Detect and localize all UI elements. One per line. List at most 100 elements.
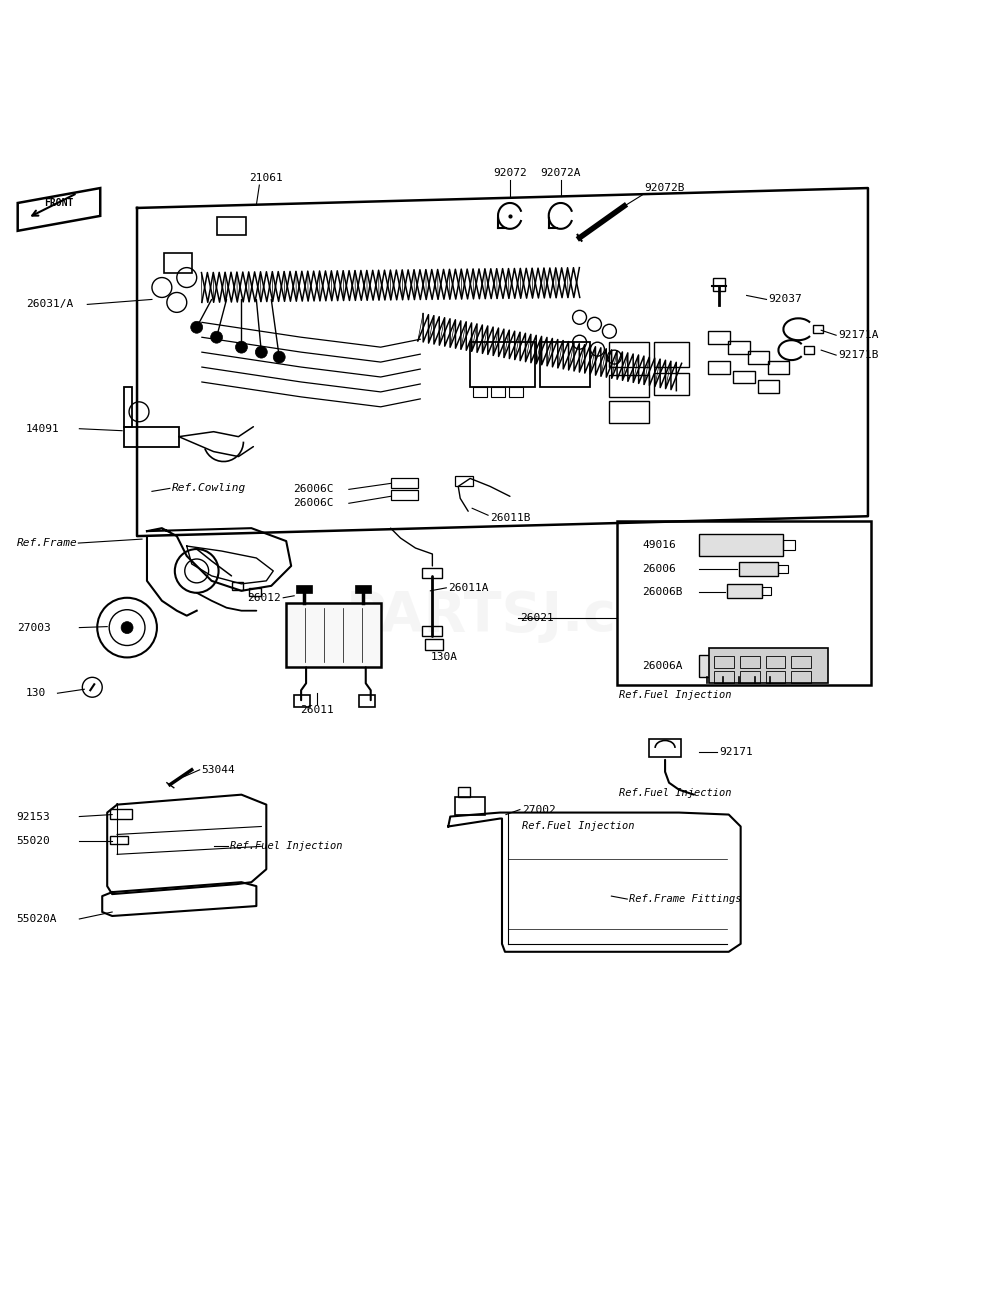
Bar (727, 584, 762, 598)
Circle shape (211, 332, 223, 343)
Bar (713, 278, 725, 292)
Text: 55020: 55020 (17, 837, 50, 847)
Bar (791, 671, 811, 683)
Bar (232, 582, 243, 590)
Bar (359, 696, 375, 707)
Bar (422, 568, 442, 578)
Bar (110, 837, 128, 844)
Bar (391, 479, 418, 488)
Text: 27002: 27002 (522, 804, 556, 815)
Circle shape (235, 341, 247, 354)
Text: 26006A: 26006A (642, 661, 683, 671)
Bar (294, 696, 310, 707)
Text: 49016: 49016 (642, 540, 676, 550)
Circle shape (121, 622, 133, 634)
Text: 27003: 27003 (17, 622, 50, 633)
Text: Ref.Fuel Injection: Ref.Fuel Injection (522, 821, 634, 831)
Bar (124, 427, 179, 447)
Polygon shape (18, 188, 100, 231)
Bar (699, 656, 793, 678)
Circle shape (255, 346, 267, 358)
Bar (609, 342, 649, 367)
Bar (791, 656, 811, 669)
Bar (124, 387, 132, 427)
Text: 92171: 92171 (719, 747, 753, 757)
Bar (458, 786, 470, 797)
Bar (778, 565, 788, 573)
Text: 26006: 26006 (642, 564, 676, 574)
Text: Ref.Fuel Injection: Ref.Fuel Injection (230, 842, 342, 851)
Bar (509, 387, 523, 396)
Bar (766, 656, 785, 669)
Bar (733, 371, 755, 383)
Bar (768, 360, 789, 373)
Bar (709, 648, 828, 683)
Text: 53044: 53044 (202, 764, 235, 775)
Text: 26021: 26021 (520, 613, 554, 622)
Bar (470, 342, 535, 387)
Bar (164, 253, 192, 272)
Text: FRONT: FRONT (44, 198, 73, 208)
Bar (714, 671, 734, 683)
Text: 21061: 21061 (249, 173, 283, 183)
Text: 92072: 92072 (493, 168, 527, 178)
Text: Ref.Cowling: Ref.Cowling (172, 483, 246, 493)
Text: 26011B: 26011B (490, 514, 531, 523)
Text: 92171A: 92171A (838, 330, 879, 341)
Bar (654, 373, 689, 395)
Bar (649, 738, 681, 757)
Text: 92171B: 92171B (838, 350, 879, 360)
Text: Ref.Fuel Injection: Ref.Fuel Injection (619, 788, 732, 798)
Bar (766, 671, 785, 683)
Text: 26006B: 26006B (642, 587, 683, 596)
Bar (425, 639, 443, 651)
Bar (740, 656, 760, 669)
Bar (455, 476, 473, 487)
Text: Ref.Frame Fittings: Ref.Frame Fittings (629, 895, 742, 904)
Text: 26012: 26012 (247, 593, 281, 603)
Text: 55020A: 55020A (17, 914, 57, 924)
Bar (540, 342, 590, 387)
Circle shape (191, 321, 203, 333)
Text: Ref.Fuel Injection: Ref.Fuel Injection (619, 691, 732, 700)
Circle shape (273, 351, 285, 363)
Bar (455, 797, 485, 815)
Bar (391, 491, 418, 501)
Text: 14091: 14091 (26, 423, 59, 434)
Bar (654, 342, 689, 367)
Text: Ref.Frame: Ref.Frame (17, 538, 77, 549)
Bar (286, 603, 381, 667)
Bar (699, 534, 783, 556)
Bar (739, 562, 778, 576)
Text: 26011: 26011 (300, 705, 334, 715)
Bar (708, 360, 730, 373)
Bar (249, 587, 261, 595)
Bar (617, 522, 871, 686)
Bar (609, 374, 649, 396)
Text: 92072A: 92072A (540, 168, 581, 178)
Bar (708, 330, 730, 343)
Bar (422, 626, 442, 635)
Text: 130A: 130A (430, 652, 457, 662)
Text: 92037: 92037 (769, 294, 802, 305)
Text: 26006C: 26006C (293, 498, 334, 509)
Bar (748, 351, 769, 364)
Bar (728, 341, 750, 354)
Bar (758, 381, 779, 394)
Text: 130: 130 (26, 688, 46, 698)
Bar (804, 346, 814, 354)
Bar (813, 325, 823, 333)
Text: 26011A: 26011A (448, 582, 489, 593)
Bar (355, 585, 371, 593)
Text: 92153: 92153 (17, 812, 50, 821)
Text: 92072B: 92072B (644, 183, 685, 194)
Bar (762, 587, 771, 595)
Bar (296, 585, 312, 593)
Text: PARTSJ.co: PARTSJ.co (345, 589, 655, 643)
Bar (714, 656, 734, 669)
Text: 26031/A: 26031/A (26, 300, 73, 310)
Text: 26006C: 26006C (293, 484, 334, 494)
Bar (473, 387, 487, 396)
Bar (491, 387, 505, 396)
Bar (783, 540, 795, 550)
